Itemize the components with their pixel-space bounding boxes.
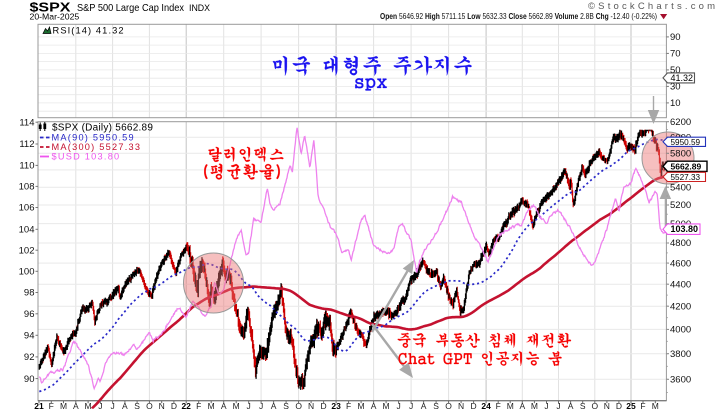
svg-text:5400: 5400 xyxy=(670,182,691,193)
svg-text:M: M xyxy=(85,401,92,411)
svg-text:24: 24 xyxy=(481,401,491,411)
svg-text:S: S xyxy=(580,401,586,411)
svg-text:4400: 4400 xyxy=(670,279,691,290)
svg-text:J: J xyxy=(247,401,251,411)
svg-text:A: A xyxy=(221,401,227,411)
svg-text:N: N xyxy=(458,401,464,411)
svg-text:4800: 4800 xyxy=(670,238,691,249)
svg-text:A: A xyxy=(271,401,277,411)
svg-text:O: O xyxy=(591,401,598,411)
svg-text:$USD 103.80: $USD 103.80 xyxy=(52,152,121,162)
svg-text:5527.33: 5527.33 xyxy=(671,173,701,182)
svg-text:F: F xyxy=(196,401,201,411)
svg-text:D: D xyxy=(321,401,327,411)
svg-text:3800: 3800 xyxy=(670,349,691,360)
svg-text:A: A xyxy=(371,401,377,411)
svg-text:114: 114 xyxy=(19,117,34,128)
svg-text:A: A xyxy=(122,401,128,411)
svg-text:A: A xyxy=(519,401,525,411)
svg-text:O: O xyxy=(445,401,452,411)
svg-text:MA(300) 5527.33: MA(300) 5527.33 xyxy=(52,142,142,152)
svg-text:F: F xyxy=(640,401,645,411)
svg-text:4000: 4000 xyxy=(670,325,691,336)
svg-text:M: M xyxy=(60,401,67,411)
svg-text:4600: 4600 xyxy=(670,258,691,269)
svg-text:5950.59: 5950.59 xyxy=(671,138,701,147)
svg-text:J: J xyxy=(556,401,560,411)
svg-text:M: M xyxy=(208,401,215,411)
svg-text:D: D xyxy=(171,401,177,411)
svg-text:98: 98 xyxy=(24,288,35,299)
svg-text:90: 90 xyxy=(24,374,35,385)
svg-text:4200: 4200 xyxy=(670,301,691,312)
svg-text:92: 92 xyxy=(24,352,35,363)
svg-text:110: 110 xyxy=(19,161,34,172)
svg-text:D: D xyxy=(471,401,477,411)
svg-text:5200: 5200 xyxy=(670,200,691,211)
svg-text:$SPX: $SPX xyxy=(30,0,71,15)
svg-text:J: J xyxy=(259,401,263,411)
svg-text:F: F xyxy=(496,401,501,411)
svg-text:Open 5646.92 High 5711.15 Low: Open 5646.92 High 5711.15 Low 5632.33 Cl… xyxy=(380,11,657,21)
svg-text:21: 21 xyxy=(34,401,44,411)
svg-text:INDX: INDX xyxy=(189,3,210,13)
svg-text:100: 100 xyxy=(19,267,35,278)
svg-text:MA(90) 5950.59: MA(90) 5950.59 xyxy=(52,133,135,143)
svg-text:M: M xyxy=(383,401,390,411)
svg-text:S: S xyxy=(283,401,289,411)
svg-text:70: 70 xyxy=(670,49,681,60)
svg-text:S&P 500 Large Cap Index: S&P 500 Large Cap Index xyxy=(77,3,185,14)
svg-text:94: 94 xyxy=(24,330,35,341)
svg-text:106: 106 xyxy=(19,203,35,214)
svg-text:F: F xyxy=(49,401,54,411)
svg-text:M: M xyxy=(531,401,538,411)
svg-text:103.80: 103.80 xyxy=(671,224,699,234)
svg-text:O: O xyxy=(295,401,302,411)
svg-text:O: O xyxy=(146,401,153,411)
svg-text:J: J xyxy=(544,401,548,411)
svg-text:J: J xyxy=(98,401,102,411)
svg-text:22: 22 xyxy=(181,401,191,411)
svg-text:25: 25 xyxy=(626,401,636,411)
svg-text:112: 112 xyxy=(19,139,34,150)
svg-text:M: M xyxy=(652,401,659,411)
svg-text:50: 50 xyxy=(670,65,681,76)
svg-text:104: 104 xyxy=(19,225,35,236)
svg-text:30: 30 xyxy=(670,82,681,93)
svg-text:N: N xyxy=(604,401,610,411)
svg-text:10: 10 xyxy=(670,98,681,109)
svg-text:90: 90 xyxy=(670,32,681,43)
svg-text:D: D xyxy=(616,401,622,411)
svg-text:A: A xyxy=(421,401,427,411)
svg-text:102: 102 xyxy=(19,245,35,256)
svg-text:M: M xyxy=(507,401,514,411)
svg-text:5662.89: 5662.89 xyxy=(671,161,702,171)
svg-text:3600: 3600 xyxy=(670,374,691,385)
svg-text:©StockCharts.com: ©StockCharts.com xyxy=(588,1,715,12)
svg-text:A: A xyxy=(568,401,574,411)
svg-text:J: J xyxy=(110,401,114,411)
svg-text:41.32: 41.32 xyxy=(671,73,694,83)
svg-text:A: A xyxy=(73,401,79,411)
svg-text:5800: 5800 xyxy=(670,148,691,159)
svg-text:$SPX (Daily) 5662.89: $SPX (Daily) 5662.89 xyxy=(52,123,153,134)
svg-text:20-Mar-2025: 20-Mar-2025 xyxy=(30,12,80,22)
svg-text:M: M xyxy=(233,401,240,411)
svg-text:J: J xyxy=(396,401,400,411)
svg-text:RSI(14) 41.32: RSI(14) 41.32 xyxy=(53,26,125,36)
svg-text:J: J xyxy=(409,401,413,411)
svg-text:S: S xyxy=(433,401,439,411)
svg-text:F: F xyxy=(346,401,351,411)
svg-text:M: M xyxy=(358,401,365,411)
svg-text:23: 23 xyxy=(331,401,341,411)
svg-text:6200: 6200 xyxy=(670,117,691,128)
svg-text:96: 96 xyxy=(24,309,35,320)
svg-text:N: N xyxy=(159,401,165,411)
svg-text:108: 108 xyxy=(19,182,35,193)
svg-text:N: N xyxy=(308,401,314,411)
svg-text:S: S xyxy=(134,401,140,411)
